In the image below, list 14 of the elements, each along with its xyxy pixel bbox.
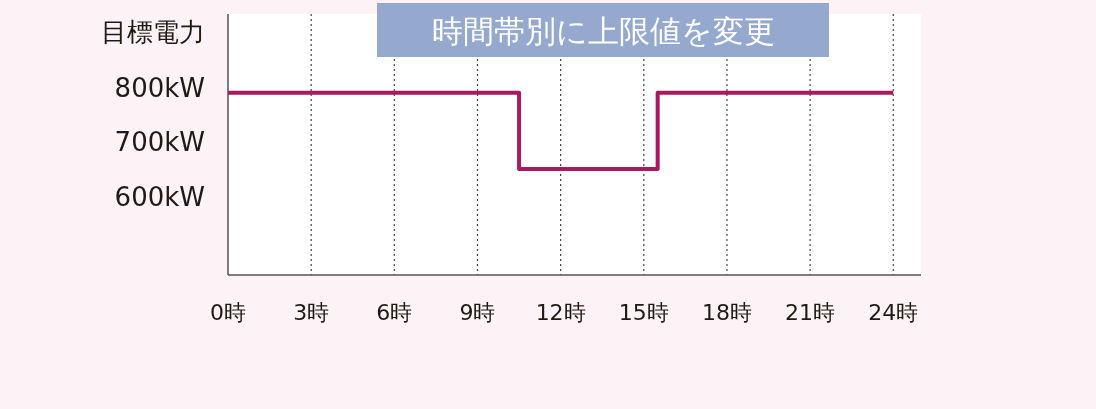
x-tick-label: 3時	[293, 300, 330, 325]
y-tick-label: 700kW	[114, 127, 205, 158]
x-tick-label: 9時	[459, 300, 496, 325]
x-tick-label: 18時	[701, 300, 752, 325]
x-tick-label: 24時	[868, 300, 919, 325]
x-tick-label: 6時	[376, 300, 413, 325]
y-tick-label: 600kW	[114, 181, 205, 212]
x-tick-label: 21時	[785, 300, 836, 325]
y-tick-label: 800kW	[114, 72, 205, 103]
x-tick-label: 12時	[535, 300, 586, 325]
y-axis-title: 目標電力	[101, 17, 205, 47]
chart-title: 時間帯別に上限値を変更	[431, 13, 775, 49]
x-tick-label: 15時	[618, 300, 669, 325]
x-tick-label: 0時	[210, 300, 246, 325]
